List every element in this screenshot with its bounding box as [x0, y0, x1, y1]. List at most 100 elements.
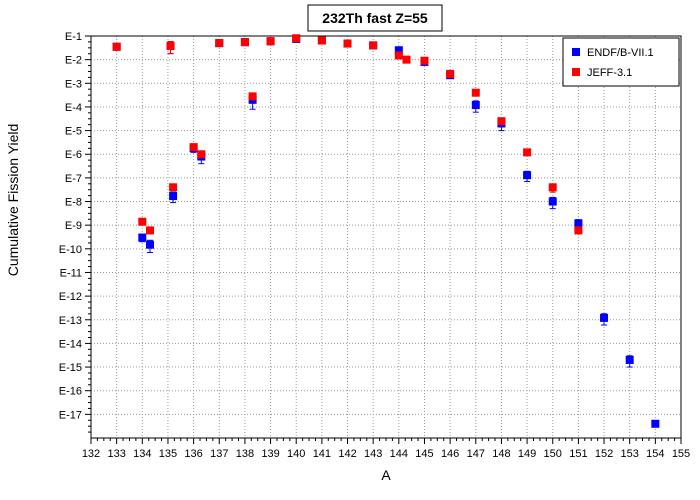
data-point-endf — [394, 46, 403, 55]
data-point-jeff — [248, 92, 257, 101]
data-point-jeff — [240, 38, 249, 47]
data-point-jeff — [292, 34, 301, 43]
marker — [651, 419, 660, 428]
marker — [266, 37, 275, 46]
marker — [138, 217, 147, 226]
y-tick-label: E-16 — [59, 386, 82, 398]
marker — [189, 143, 198, 152]
y-tick-label: E-6 — [65, 149, 82, 161]
marker — [112, 42, 121, 51]
marker — [240, 38, 249, 47]
marker — [394, 46, 403, 55]
marker — [394, 51, 403, 60]
legend-label-endf: ENDF/B-VII.1 — [587, 47, 654, 59]
legend-box — [562, 37, 680, 87]
data-point-jeff — [343, 39, 352, 48]
x-tick-label: 147 — [467, 448, 485, 460]
marker — [471, 101, 480, 110]
x-tick-label: 132 — [82, 448, 100, 460]
x-tick-label: 152 — [595, 448, 613, 460]
data-series — [112, 34, 660, 428]
y-tick-label: E-14 — [59, 338, 82, 350]
x-tick-label: 135 — [159, 448, 177, 460]
marker — [548, 197, 557, 206]
data-point-jeff — [497, 117, 506, 126]
data-point-jeff — [215, 39, 224, 48]
y-tick-label: E-17 — [59, 409, 82, 421]
y-tick-label: E-12 — [59, 291, 82, 303]
x-tick-label: 148 — [492, 448, 510, 460]
data-point-jeff — [548, 183, 557, 193]
marker — [600, 313, 609, 322]
x-axis: 132 133 134 135 136 137 138 139 140 141 142 143 144 1… — [82, 438, 690, 460]
data-point-jeff — [138, 217, 147, 226]
marker — [574, 226, 583, 235]
marker — [420, 56, 429, 65]
marker — [197, 150, 206, 159]
marker — [317, 36, 326, 45]
x-tick-label: 134 — [133, 448, 151, 460]
x-tick-label: 140 — [287, 448, 305, 460]
marker — [548, 183, 557, 192]
data-point-jeff — [574, 226, 583, 235]
y-tick-label: E-5 — [65, 126, 82, 138]
marker — [369, 41, 378, 50]
y-tick-label: E-13 — [59, 315, 82, 327]
marker — [138, 233, 147, 242]
data-point-jeff — [146, 226, 154, 235]
x-tick-label: 153 — [621, 448, 639, 460]
y-tick-label: E-2 — [65, 55, 82, 67]
marker — [343, 39, 352, 48]
data-point-endf — [651, 419, 660, 428]
data-point-jeff — [471, 88, 480, 97]
data-point-endf — [169, 191, 178, 204]
grid — [91, 36, 681, 438]
data-point-jeff — [420, 56, 429, 65]
legend-swatch-endf — [572, 48, 580, 56]
x-tick-label: 143 — [364, 448, 382, 460]
data-point-endf — [146, 239, 154, 253]
x-tick-label: 146 — [441, 448, 459, 460]
x-axis-title: A — [381, 467, 391, 483]
y-tick-label: E-11 — [60, 267, 82, 279]
marker — [166, 41, 175, 50]
marker — [146, 226, 154, 235]
marker — [146, 240, 154, 249]
x-tick-label: 145 — [415, 448, 433, 460]
y-tick-label: E-8 — [65, 197, 82, 209]
y-tick-label: E-4 — [65, 102, 82, 114]
x-tick-label: 138 — [236, 448, 254, 460]
y-axis: E-1 E-2 E-3 E-4 E-5 E-6 E-7 E-8 E-9 E-10 E-11 E-12 E… — [59, 31, 91, 433]
marker — [446, 69, 455, 78]
x-tick-label: 139 — [261, 448, 279, 460]
marker — [574, 219, 583, 228]
y-axis-title: Cumulative Fission Yield — [5, 124, 21, 277]
y-tick-label: E-10 — [59, 244, 82, 256]
y-tick-label: E-3 — [65, 78, 82, 90]
data-point-endf — [523, 170, 532, 183]
marker — [625, 355, 634, 364]
data-point-jeff — [197, 150, 206, 159]
legend-swatch-jeff — [572, 68, 580, 76]
x-tick-label: 137 — [210, 448, 228, 460]
marker — [523, 148, 532, 157]
data-point-jeff — [266, 37, 275, 46]
data-point-jeff — [369, 41, 378, 50]
x-tick-label: 149 — [518, 448, 536, 460]
x-tick-label: 154 — [646, 448, 664, 460]
x-tick-label: 155 — [672, 448, 690, 460]
data-point-endf — [138, 233, 147, 243]
data-point-jeff — [446, 69, 455, 78]
marker — [497, 117, 506, 126]
data-point-endf — [548, 196, 557, 210]
data-point-jeff — [169, 183, 178, 192]
title-box — [307, 4, 443, 32]
data-point-jeff — [523, 148, 532, 157]
marker — [169, 192, 178, 201]
marker — [523, 171, 532, 180]
data-point-jeff — [317, 36, 326, 45]
marker — [471, 88, 480, 97]
data-point-jeff — [402, 55, 411, 64]
y-tick-label: E-15 — [59, 362, 82, 374]
